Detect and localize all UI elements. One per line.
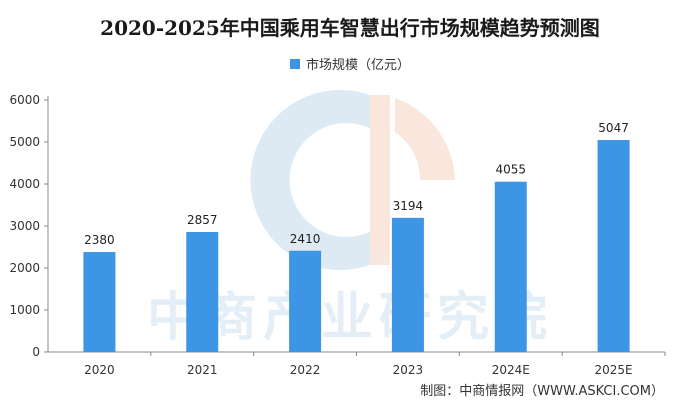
bar [83, 252, 116, 352]
y-tick-label: 0 [32, 345, 40, 359]
x-tick-label: 2022 [290, 363, 321, 377]
data-label: 3194 [393, 199, 424, 213]
legend-swatch [289, 58, 300, 69]
y-tick-label: 5000 [9, 135, 40, 149]
data-label: 2857 [187, 213, 218, 227]
source-note: 制图：中商情报网（WWW.ASKCI.COM） [420, 384, 664, 399]
y-tick-label: 6000 [9, 93, 40, 107]
legend-label: 市场规模（亿元） [305, 58, 410, 73]
y-tick-label: 4000 [9, 177, 40, 191]
bar [597, 140, 630, 352]
data-label: 2410 [290, 232, 321, 246]
bar [494, 181, 527, 352]
x-tick-label: 2024E [492, 363, 530, 377]
data-label: 2380 [84, 233, 115, 247]
chart-title: 2020-2025年中国乘用车智慧出行市场规模趋势预测图 [100, 16, 600, 40]
y-tick-label: 2000 [9, 261, 40, 275]
x-tick-label: 2023 [393, 363, 424, 377]
legend: 市场规模（亿元） [0, 54, 700, 73]
x-tick-label: 2020 [84, 363, 115, 377]
x-tick-label: 2025E [595, 363, 633, 377]
bar [391, 217, 424, 352]
bar [186, 232, 219, 352]
bar [289, 250, 322, 352]
data-label: 4055 [495, 163, 526, 177]
y-tick-label: 1000 [9, 303, 40, 317]
y-tick-label: 3000 [9, 219, 40, 233]
x-tick-label: 2021 [187, 363, 218, 377]
data-label: 5047 [598, 121, 629, 135]
watermark-logo [250, 90, 455, 270]
